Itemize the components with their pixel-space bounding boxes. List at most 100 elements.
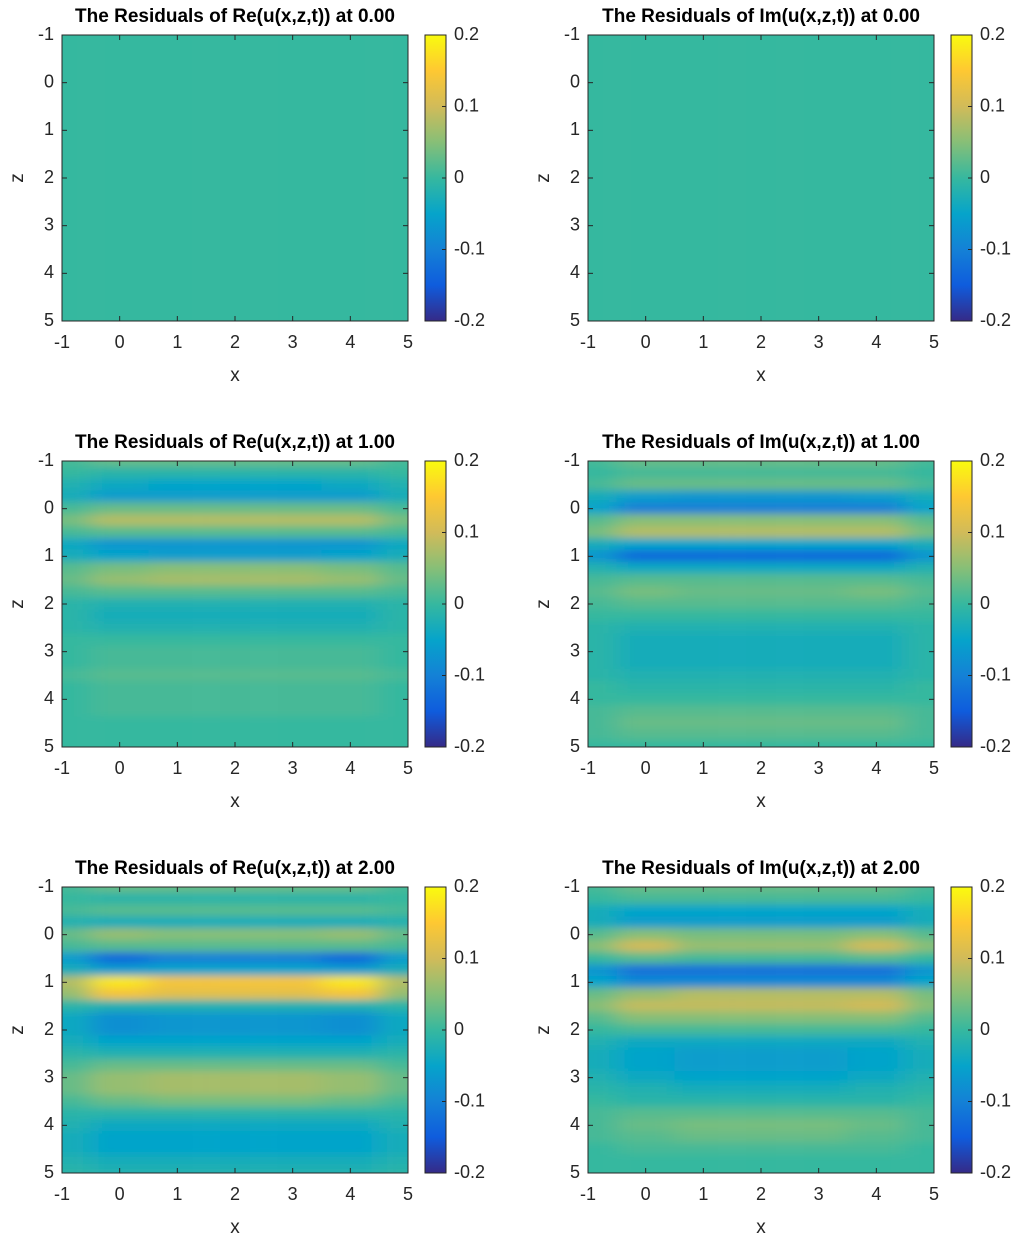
heatmap-cell [616,40,675,54]
heatmap-cell [263,704,322,718]
chart-title: The Residuals of Re(u(x,z,t)) at 2.00 [75,858,395,879]
heatmap-cell [588,692,617,706]
x-tick-label: 2 [230,758,240,778]
heatmap-cell [616,704,675,718]
heatmap-cell [674,171,733,185]
heatmap-cell [588,111,617,125]
heatmap-cell [616,597,675,611]
heatmap-cell [321,159,380,173]
heatmap-cell [206,1023,264,1037]
heatmap-cell [148,609,207,623]
heatmap-cell [732,892,790,906]
heatmap-cell [90,183,149,197]
heatmap-cell [847,1083,906,1097]
heatmap-cell [379,490,408,504]
heatmap-cell [588,100,617,113]
heatmap-cell [789,621,848,635]
heatmap-cell [379,537,408,551]
heatmap-cell [62,231,91,245]
x-tick-label: 0 [115,332,125,352]
heatmap-cell [90,537,149,551]
y-axis-label: z [533,1025,554,1035]
heatmap-cell [90,561,149,575]
heatmap-cell [905,1166,934,1173]
y-tick-label: 5 [570,1162,580,1182]
colorbar-tick-label: 0 [454,593,464,613]
heatmap-cell [674,123,733,137]
heatmap-cell [616,1059,675,1073]
heatmap-cell [379,290,408,304]
heatmap-cell [847,1023,906,1037]
x-tick-label: 4 [871,1184,881,1204]
heatmap-cell [588,159,617,173]
y-tick-label: 0 [44,71,54,91]
heatmap-cell [148,1106,207,1120]
heatmap-cell [206,597,264,611]
heatmap-cell [206,916,264,930]
heatmap-cell [674,302,733,316]
heatmap-cell [732,278,790,292]
heatmap-cell [206,904,264,918]
heatmap-cell [905,195,934,209]
heatmap-cell [148,490,207,504]
heatmap-cell [905,887,934,894]
heatmap-cell [321,892,380,906]
heatmap-cell [62,904,91,918]
heatmap-cell [206,928,264,942]
heatmap-cell [588,633,617,647]
y-tick-label: 0 [44,497,54,517]
heatmap-cell [847,502,906,516]
heatmap-cell [732,231,790,245]
heatmap-cell [905,514,934,528]
heatmap-cell [789,100,848,113]
heatmap-cell [905,526,934,539]
heatmap-cell [379,64,408,78]
heatmap-cell [379,1083,408,1097]
heatmap-cell [847,928,906,942]
heatmap-cell [616,159,675,173]
heatmap-cell [148,111,207,125]
heatmap-cell [789,1130,848,1144]
heatmap-cell [206,975,264,989]
heatmap-cell [321,254,380,268]
heatmap-cell [206,290,264,304]
heatmap-cell [379,183,408,197]
heatmap-cell [379,597,408,611]
heatmap-cell [588,490,617,504]
heatmap-cell [148,478,207,492]
heatmap-cell [905,461,934,468]
heatmap-cell [90,290,149,304]
heatmap-cell [588,645,617,659]
heatmap-cell [847,52,906,66]
heatmap-cell [263,278,322,292]
heatmap-cell [206,704,264,718]
heatmap-cell [674,537,733,551]
heatmap-cell [905,278,934,292]
heatmap-cell [90,987,149,1001]
heatmap-cell [90,1035,149,1049]
y-tick-label: -1 [564,24,580,44]
heatmap-cell [588,1083,617,1097]
colorbar-tick-label: 0 [454,167,464,187]
heatmap-cell [148,952,207,965]
heatmap-cell [148,231,207,245]
heatmap-cell [206,278,264,292]
heatmap-cell [379,266,408,280]
heatmap-cell [732,561,790,575]
heatmap-cell [90,916,149,930]
heatmap-cell [616,466,675,480]
heatmap-cell [263,64,322,78]
heatmap-cell [379,916,408,930]
heatmap-cell [905,537,934,551]
heatmap-cell [90,573,149,587]
heatmap-cell [321,514,380,528]
heatmap-cell [847,195,906,209]
heatmap-cell [847,88,906,102]
heatmap-cell [263,1047,322,1061]
heatmap-cell [148,940,207,954]
heatmap-cell [616,952,675,965]
heatmap-cell [616,645,675,659]
colorbar-tick-label: -0.1 [980,238,1011,258]
heatmap-cell [847,892,906,906]
heatmap-cell [732,573,790,587]
